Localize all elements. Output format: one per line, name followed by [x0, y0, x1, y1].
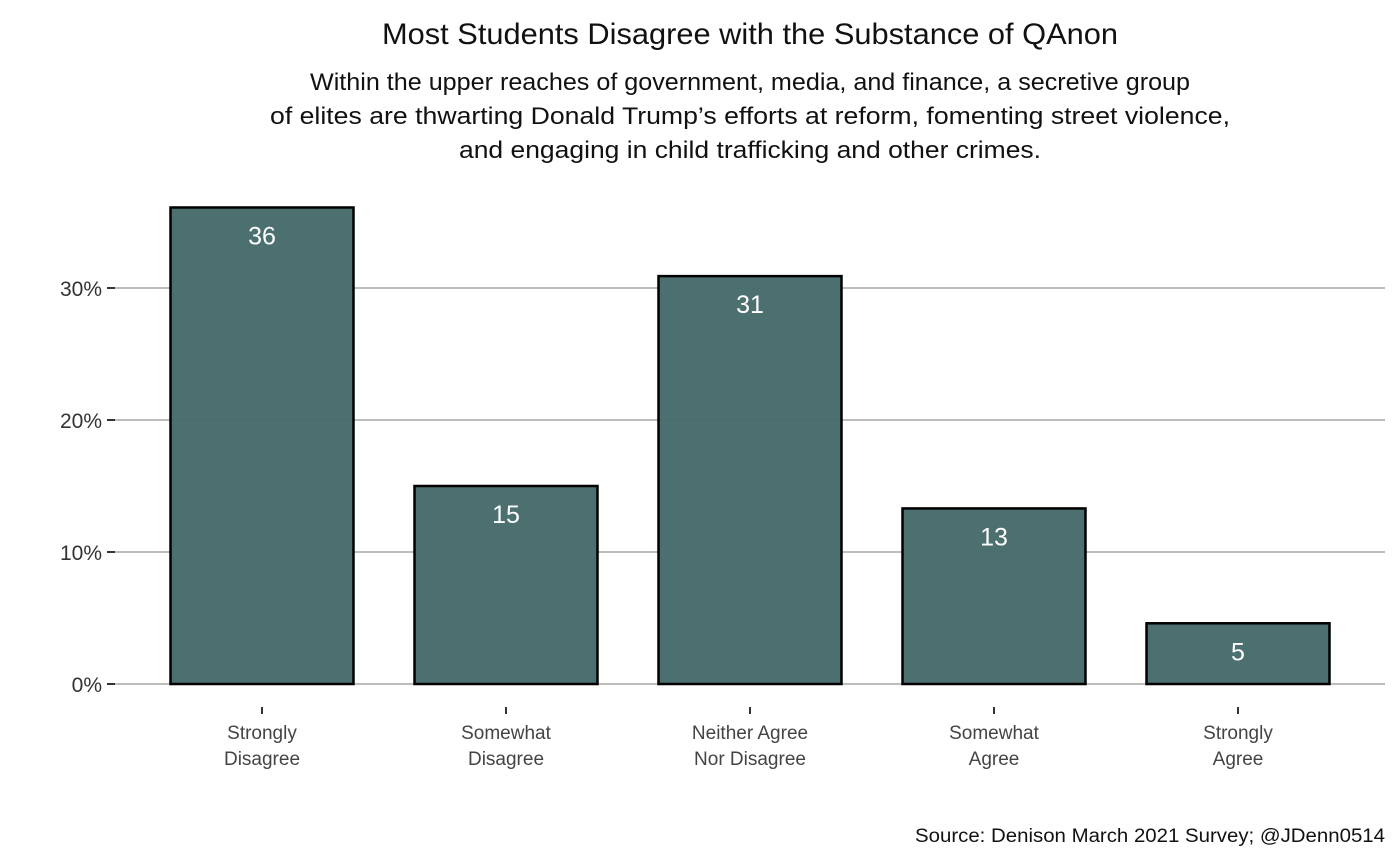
data-label: 15: [492, 501, 520, 529]
bar: [413, 484, 599, 686]
chart-subtitle-line-3: and engaging in child trafficking and ot…: [459, 137, 1041, 164]
bar: [901, 507, 1087, 686]
chart-title: Most Students Disagree with the Substanc…: [382, 18, 1118, 51]
data-label: 31: [736, 291, 764, 319]
y-tick-label: 10%: [60, 542, 102, 565]
bar: [169, 206, 355, 686]
x-tick-label: Disagree: [468, 749, 544, 770]
x-tick-label: Neither Agree: [692, 723, 808, 744]
chart-caption: Source: Denison March 2021 Survey; @JDen…: [915, 826, 1385, 847]
bar: [1145, 622, 1331, 686]
data-label: 36: [248, 222, 276, 250]
y-tick-label: 20%: [60, 410, 102, 433]
x-tick-label: Strongly: [227, 723, 297, 744]
y-tick-label: 0%: [72, 674, 102, 697]
x-tick-label: Somewhat: [461, 723, 551, 744]
chart-subtitle-line-2: of elites are thwarting Donald Trump’s e…: [270, 103, 1230, 130]
y-tick-label: 30%: [60, 278, 102, 301]
x-tick-label: Strongly: [1203, 723, 1273, 744]
x-tick-label: Disagree: [224, 749, 300, 770]
x-tick-label: Agree: [969, 749, 1020, 770]
chart-subtitle-line-1: Within the upper reaches of government, …: [310, 69, 1190, 96]
x-tick-label: Nor Disagree: [694, 749, 806, 770]
data-label: 5: [1231, 638, 1245, 666]
x-tick-label: Agree: [1213, 749, 1264, 770]
data-label: 13: [980, 523, 1008, 551]
bar: [657, 274, 843, 686]
x-tick-label: Somewhat: [949, 723, 1039, 744]
